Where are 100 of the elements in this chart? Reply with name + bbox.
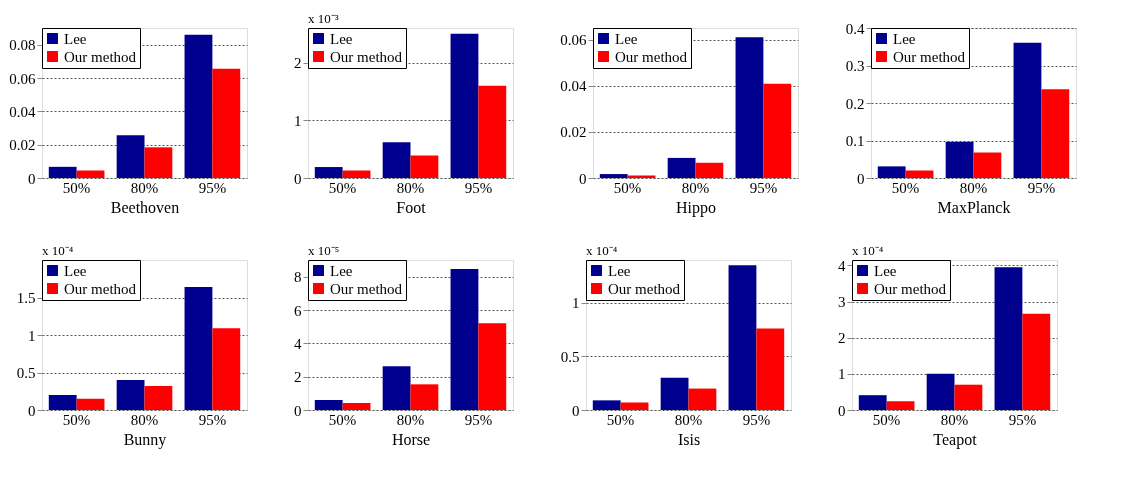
bar xyxy=(627,175,656,178)
x-tick-label: 80% xyxy=(396,179,425,196)
y-tick-label: 0.1 xyxy=(845,133,865,149)
legend-label: Lee xyxy=(874,262,897,279)
bar xyxy=(877,166,906,178)
text: x 10⁻⁴ xyxy=(42,243,74,258)
legend-label: Lee xyxy=(608,262,631,279)
x-axis-title: Teapot xyxy=(933,430,978,449)
x-tick-label: 80% xyxy=(130,179,159,196)
text: x 10⁻³ xyxy=(308,11,339,26)
bar xyxy=(184,34,213,178)
bar xyxy=(667,157,696,178)
x-axis-title: Isis xyxy=(677,430,701,448)
text: x 10⁻⁴ xyxy=(852,243,884,258)
y-tick-label: 0 xyxy=(28,402,36,419)
bar xyxy=(994,267,1023,410)
legend-label: Our method xyxy=(330,48,403,65)
y-tick-label: 4 xyxy=(838,257,846,274)
bar xyxy=(314,400,343,410)
x-tick-label: 80% xyxy=(674,411,703,428)
bar xyxy=(48,395,77,410)
y-tick-label: 0.06 xyxy=(560,32,587,49)
bar xyxy=(620,402,649,410)
x-tick-label: 95% xyxy=(749,179,778,196)
x-axis-title: Bunny xyxy=(123,430,167,449)
bar xyxy=(763,83,792,178)
x-tick-label: 80% xyxy=(396,411,425,428)
legend-label: Our method xyxy=(615,48,688,65)
bar xyxy=(76,170,105,178)
x-tick-label: 50% xyxy=(891,179,920,196)
bar xyxy=(954,384,983,410)
y-tick-label: 0.02 xyxy=(560,124,587,141)
x-tick-label: 95% xyxy=(1008,411,1037,428)
legend-label: Our method xyxy=(893,48,966,65)
x-tick-label: 95% xyxy=(742,411,771,428)
bar xyxy=(478,85,507,178)
bar xyxy=(342,170,371,178)
bar xyxy=(478,323,507,410)
y-tick-label: 0.04 xyxy=(9,103,36,120)
text: x 10⁻⁵ xyxy=(308,243,340,258)
bar xyxy=(1022,313,1051,410)
y-tick-label: 0.08 xyxy=(9,37,36,54)
bar xyxy=(410,384,439,410)
legend-label: Lee xyxy=(64,30,87,47)
x-tick-label: 50% xyxy=(606,411,635,428)
bar xyxy=(382,142,411,178)
legend-label: Our method xyxy=(330,280,403,297)
text: x 10⁻⁴ xyxy=(586,243,618,258)
y-tick-label: 0 xyxy=(294,170,302,187)
bar xyxy=(184,287,213,410)
y-tick-label: 2 xyxy=(294,55,302,72)
legend-label: Lee xyxy=(64,262,87,279)
x-tick-label: 50% xyxy=(62,411,91,428)
y-tick-label: 0.5 xyxy=(560,348,580,365)
x-tick-label: 50% xyxy=(872,411,901,428)
x-axis-title: Foot xyxy=(396,198,427,216)
bar xyxy=(314,167,343,178)
legend-label: Lee xyxy=(893,30,916,47)
y-tick-label: 0.3 xyxy=(845,58,865,74)
x-tick-label: 50% xyxy=(328,179,357,196)
y-tick-label: 0 xyxy=(572,402,580,419)
x-axis-title: Beethoven xyxy=(110,198,180,216)
bar xyxy=(212,328,241,410)
bar xyxy=(450,269,479,410)
x-tick-label: 95% xyxy=(464,179,493,196)
legend-label: Our method xyxy=(64,48,137,65)
bar xyxy=(212,68,241,178)
legend-label: Our method xyxy=(608,280,681,297)
bar xyxy=(886,401,915,410)
x-tick-label: 95% xyxy=(198,411,227,428)
bar xyxy=(382,366,411,410)
bar xyxy=(858,395,887,410)
x-tick-label: 80% xyxy=(940,411,969,428)
y-tick-label: 8 xyxy=(294,269,302,286)
y-tick-label: 0 xyxy=(838,402,846,419)
legend-label: Our method xyxy=(874,280,947,297)
y-tick-label: 0.04 xyxy=(560,78,587,95)
y-tick-label: 0.4 xyxy=(845,20,865,37)
y-tick-label: 2 xyxy=(838,330,846,347)
x-tick-label: 95% xyxy=(464,411,493,428)
legend-label: Lee xyxy=(330,262,353,279)
x-tick-label: 95% xyxy=(1027,179,1056,196)
bar xyxy=(450,33,479,178)
bar xyxy=(342,403,371,410)
x-tick-label: 80% xyxy=(681,179,710,196)
bar xyxy=(905,170,934,178)
bar xyxy=(48,166,77,178)
x-axis-title: MaxPlanck xyxy=(937,198,1011,216)
y-tick-label: 1 xyxy=(28,327,36,344)
y-tick-label: 0 xyxy=(579,170,587,187)
y-tick-label: 0 xyxy=(857,170,865,187)
bar xyxy=(116,135,145,178)
y-tick-label: 3 xyxy=(838,294,846,311)
bar xyxy=(756,328,785,410)
bar xyxy=(76,398,105,410)
y-tick-label: 0.06 xyxy=(9,70,36,87)
y-tick-label: 0.02 xyxy=(9,137,36,154)
x-tick-label: 50% xyxy=(613,179,642,196)
bar xyxy=(926,373,955,410)
bar xyxy=(660,377,689,410)
